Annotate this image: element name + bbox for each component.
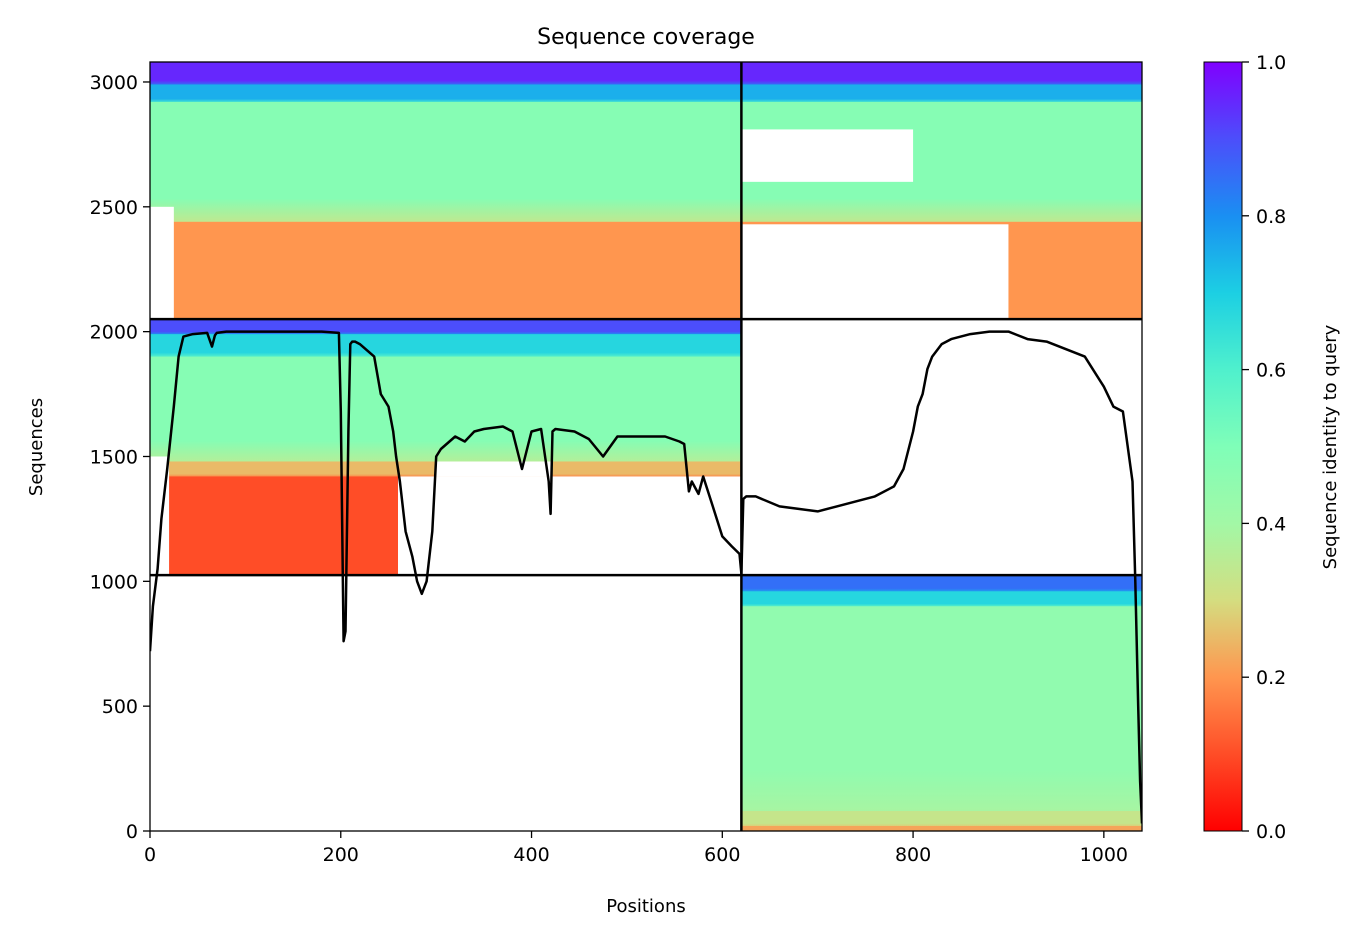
x-tick-label: 600: [704, 844, 740, 866]
x-tick-label: 800: [895, 844, 931, 866]
coverage-line: [150, 330, 1142, 824]
colorbar-tick-label: 0.6: [1256, 360, 1286, 382]
x-tick-label: 400: [513, 844, 549, 866]
heatmap-band: [741, 84, 1142, 103]
chart-title: Sequence coverage: [537, 25, 755, 50]
colorbar-tick-label: 0.8: [1256, 206, 1286, 228]
y-tick-label: 1500: [90, 446, 138, 468]
heatmap-band: [150, 221, 742, 320]
heatmap-band: [150, 84, 742, 103]
heatmap-band: [741, 811, 1142, 827]
colorbar-tick-label: 0.4: [1256, 513, 1286, 535]
y-tick-label: 0: [126, 821, 138, 843]
plot-frame: [149, 61, 1143, 832]
gap-region: [436, 461, 551, 477]
heatmap-band: [150, 334, 742, 358]
x-tick-label: 1000: [1080, 844, 1128, 866]
y-tick-label: 500: [102, 696, 138, 718]
heatmap-band: [741, 826, 1142, 831]
y-tick-label: 3000: [90, 72, 138, 94]
gap-region: [741, 129, 914, 182]
colorbar: [1203, 61, 1243, 832]
heatmap-band: [741, 606, 1142, 812]
x-tick-label: 200: [323, 844, 359, 866]
y-tick-label: 2500: [90, 197, 138, 219]
gap-regions: [150, 129, 1009, 576]
heatmap-band: [741, 575, 1142, 592]
x-tick-label: 0: [144, 844, 156, 866]
x-axis-label: Positions: [606, 896, 685, 917]
colorbar-tick-label: 1.0: [1256, 52, 1286, 74]
colorbar-label: Sequence identity to query: [1320, 324, 1341, 569]
colorbar-tick-label: 0.2: [1256, 667, 1286, 689]
gap-region: [741, 224, 1009, 320]
heatmap-band: [150, 101, 742, 223]
heatmap-band: [150, 62, 742, 85]
y-axis-label: Sequences: [26, 398, 47, 496]
heatmap-band: [741, 591, 1142, 607]
x-axis: 0 200 400 600 800 1000: [144, 831, 1128, 866]
gap-region: [398, 476, 742, 576]
coverage-line-group: [150, 330, 1142, 824]
y-tick-label: 1000: [90, 571, 138, 593]
block-boundaries: [150, 62, 1142, 831]
coverage-heatmap: [150, 62, 1142, 831]
y-axis: 0 500 1000 1500 2000 2500 3000: [90, 72, 150, 843]
colorbar-axis: 0.0 0.2 0.4 0.6 0.8 1.0: [1242, 52, 1286, 843]
gap-region: [150, 206, 174, 320]
y-tick-label: 2000: [90, 322, 138, 344]
colorbar-tick-label: 0.0: [1256, 821, 1286, 843]
heatmap-band: [741, 62, 1142, 85]
